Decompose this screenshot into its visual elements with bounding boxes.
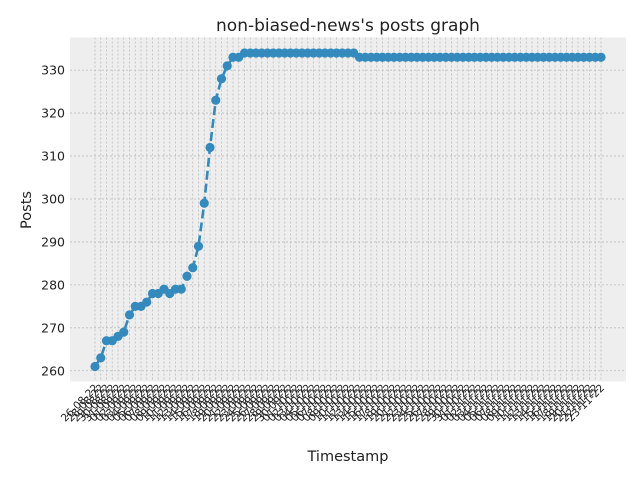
y-axis-label: Posts [19, 191, 35, 229]
data-point [119, 327, 129, 337]
data-points [90, 48, 606, 372]
y-tick-label: 270 [41, 320, 65, 335]
data-point [176, 284, 186, 294]
y-tick-label: 300 [41, 191, 65, 206]
data-point [182, 271, 192, 281]
y-tick-label: 320 [41, 106, 65, 121]
data-point [142, 297, 152, 307]
y-tick-label: 330 [41, 63, 65, 78]
data-point [199, 198, 209, 208]
data-point [205, 142, 215, 153]
data-point [124, 310, 135, 320]
y-tick-label: 290 [41, 234, 65, 249]
data-point [211, 95, 221, 105]
chart-title: non-biased-news's posts graph [216, 16, 480, 36]
x-gridlines [94, 37, 602, 382]
data-point [222, 61, 232, 71]
y-tick-label: 310 [41, 149, 65, 164]
data-point [96, 353, 106, 363]
data-point [188, 263, 198, 273]
data-point [193, 241, 204, 251]
data-point [90, 361, 100, 372]
y-tick-label: 280 [41, 277, 65, 292]
data-point [216, 74, 227, 84]
x-tick-labels: 26-08-2228-08-2229-08-2230-08-2231-08-22… [59, 382, 607, 424]
y-tick-labels: 260 270 280 290 300 310 320 330 [41, 63, 65, 379]
x-axis-label: Timestamp [307, 449, 389, 465]
y-tick-label: 260 [41, 363, 65, 378]
data-point [596, 52, 606, 62]
